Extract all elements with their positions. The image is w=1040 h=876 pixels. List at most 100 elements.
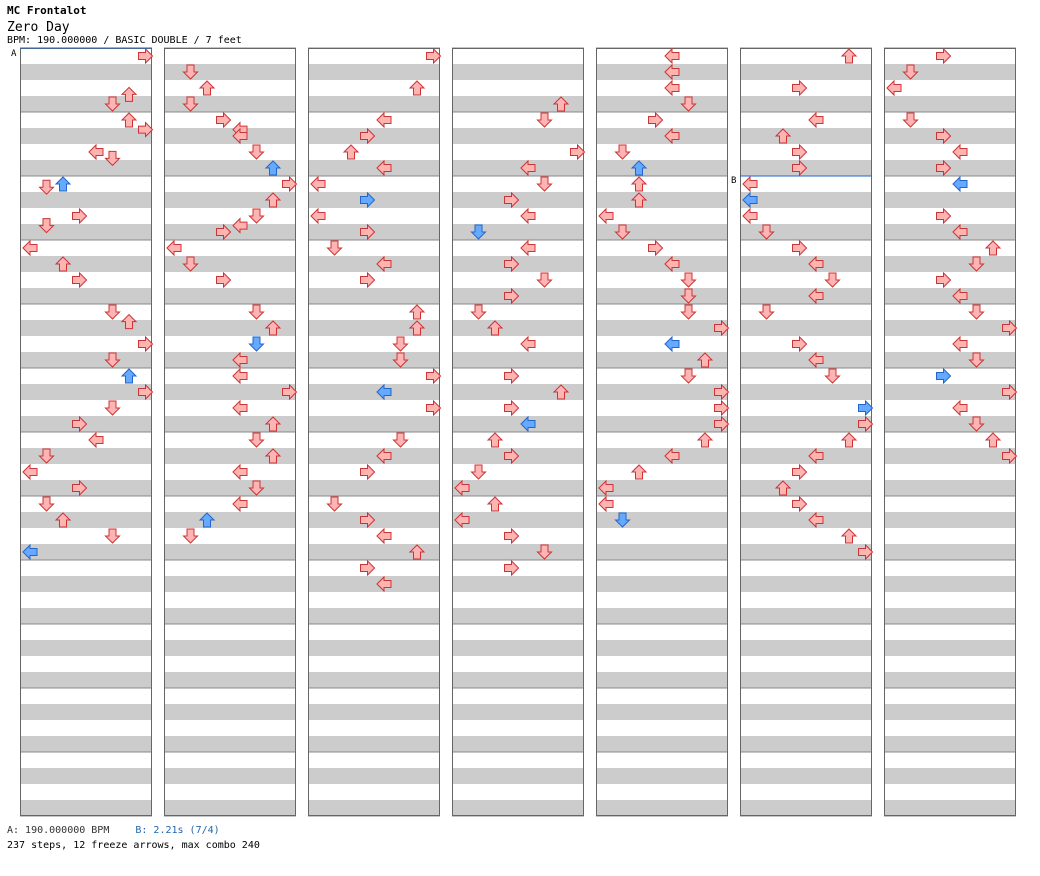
beat-stripe	[308, 416, 440, 432]
beat-stripe	[884, 800, 1016, 816]
step-arrow	[327, 496, 342, 512]
step-arrow	[138, 48, 153, 64]
beat-stripe	[164, 256, 296, 272]
column-border	[452, 48, 584, 816]
step-arrow	[55, 176, 71, 192]
step-arrow	[537, 112, 552, 128]
step-arrow	[249, 144, 264, 160]
step-arrow	[282, 176, 297, 192]
step-arrow	[631, 176, 647, 192]
beat-stripe	[596, 608, 728, 624]
step-arrow	[327, 240, 342, 256]
beat-stripe	[884, 448, 1016, 464]
beat-stripe	[596, 672, 728, 688]
step-arrow	[808, 112, 824, 128]
beat-stripe	[596, 352, 728, 368]
step-arrow	[792, 144, 807, 160]
step-arrow	[681, 272, 696, 288]
chart-column	[20, 47, 152, 817]
step-arrow	[936, 368, 951, 384]
step-arrow	[792, 80, 807, 96]
beat-stripe	[740, 704, 872, 720]
beat-stripe	[164, 800, 296, 816]
beat-stripe	[452, 320, 584, 336]
beat-stripe	[596, 768, 728, 784]
beat-stripe	[308, 96, 440, 112]
step-arrow	[520, 208, 536, 224]
beat-stripe	[20, 96, 152, 112]
beat-stripe	[884, 288, 1016, 304]
step-arrow	[598, 208, 614, 224]
beat-stripe	[452, 480, 584, 496]
beat-stripe	[884, 736, 1016, 752]
step-arrow	[969, 304, 984, 320]
step-arrow	[409, 304, 425, 320]
beat-stripe	[20, 192, 152, 208]
step-arrow	[72, 272, 87, 288]
marker-b: B	[731, 176, 737, 186]
beat-stripe	[596, 160, 728, 176]
beat-stripe	[884, 576, 1016, 592]
beat-stripe	[20, 384, 152, 400]
beat-stripe	[884, 608, 1016, 624]
beat-stripe	[740, 320, 872, 336]
step-arrow	[504, 400, 519, 416]
step-arrow	[664, 48, 680, 64]
beat-stripe	[452, 512, 584, 528]
beat-stripe	[164, 64, 296, 80]
beat-stripe	[596, 480, 728, 496]
step-arrow	[232, 400, 248, 416]
artist-name: MC Frontalot	[7, 4, 87, 17]
beat-stripe	[308, 64, 440, 80]
step-arrow	[841, 48, 857, 64]
beat-stripe	[308, 608, 440, 624]
beat-stripe	[308, 320, 440, 336]
beat-stripe	[452, 544, 584, 560]
beat-stripe	[308, 352, 440, 368]
step-arrow	[952, 400, 968, 416]
beat-stripe	[20, 704, 152, 720]
beat-stripe	[740, 384, 872, 400]
chart-column	[596, 47, 728, 817]
beat-stripe	[740, 800, 872, 816]
step-arrow	[216, 112, 231, 128]
column-border	[884, 48, 1016, 816]
beat-stripe	[308, 288, 440, 304]
step-arrow	[936, 272, 951, 288]
step-arrow	[343, 144, 359, 160]
step-chart	[20, 47, 1017, 817]
beat-stripe	[452, 224, 584, 240]
beat-stripe	[164, 576, 296, 592]
beat-stripe	[20, 544, 152, 560]
beat-stripe	[884, 416, 1016, 432]
step-arrow	[426, 368, 441, 384]
beat-stripe	[452, 384, 584, 400]
beat-stripe	[740, 576, 872, 592]
beat-stripe	[452, 416, 584, 432]
beat-stripe	[740, 96, 872, 112]
step-arrow	[310, 208, 326, 224]
step-arrow	[759, 304, 774, 320]
beat-stripe	[740, 256, 872, 272]
step-arrow	[664, 80, 680, 96]
beat-stripe	[596, 544, 728, 560]
beat-stripe	[164, 320, 296, 336]
beat-stripe	[740, 736, 872, 752]
beat-stripe	[740, 544, 872, 560]
beat-stripe	[308, 640, 440, 656]
beat-stripe	[20, 224, 152, 240]
step-arrow	[664, 336, 680, 352]
beat-stripe	[740, 448, 872, 464]
beat-stripe	[20, 736, 152, 752]
step-arrow	[105, 304, 120, 320]
step-arrow	[360, 464, 375, 480]
beat-stripe	[308, 672, 440, 688]
beat-stripe	[740, 608, 872, 624]
step-arrow	[858, 400, 873, 416]
beat-stripe	[164, 160, 296, 176]
beat-stripe	[740, 768, 872, 784]
step-arrow	[886, 80, 902, 96]
beat-stripe	[740, 192, 872, 208]
beat-stripe	[452, 800, 584, 816]
beat-stripe	[740, 640, 872, 656]
